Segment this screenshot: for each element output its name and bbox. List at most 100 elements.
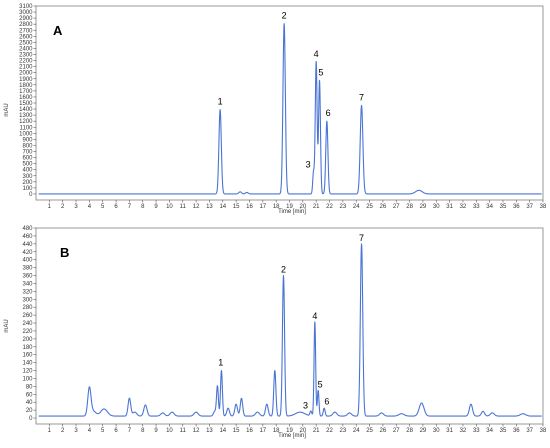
panel-b-panel-letter: B — [60, 245, 69, 260]
panel-b-x-tick-label: 24 — [353, 428, 360, 434]
panel-a-y-tick-label: 2900 — [19, 16, 33, 22]
panel-b-y-tick-label: 60 — [26, 392, 33, 398]
panel-a-y-tick-label: 2800 — [19, 22, 33, 28]
panel-b-x-tick-label: 26 — [380, 428, 387, 434]
panel-a-x-tick-label: 16 — [246, 204, 253, 210]
panel-b-x-tick-label: 5 — [101, 428, 105, 434]
panel-b-chromatogram-trace — [38, 243, 543, 417]
panel-a-y-tick-label: 1100 — [20, 125, 34, 131]
panel-a-x-tick-label: 5 — [101, 204, 105, 210]
panel-a-x-tick-label: 20 — [299, 204, 306, 210]
panel-b-x-tick-label: 31 — [446, 428, 453, 434]
panel-a-x-tick-label: 12 — [193, 204, 200, 210]
panel-a-x-tick-label: 26 — [380, 204, 387, 210]
panel-b-x-tick-label: 29 — [420, 428, 427, 434]
panel-a-x-tick-label: 8 — [141, 204, 145, 210]
panel-a-y-tick-label: 800 — [22, 143, 33, 149]
panel-a-y-tick-label: 1500 — [19, 101, 33, 107]
panel-a-peak-label: 2 — [282, 11, 287, 21]
panel-a-y-axis-title: mAU — [4, 103, 10, 116]
panel-b-y-tick-label: 480 — [22, 226, 33, 232]
panel-b-x-axis-title: Time [min] — [278, 433, 306, 439]
panel-a-y-tick-label: 2100 — [19, 65, 33, 71]
panel-a-y-tick-label: 300 — [22, 174, 33, 180]
panel-b-x-tick-label: 8 — [141, 428, 145, 434]
panel-a-y-tick-label: 2300 — [19, 53, 33, 59]
panel-b-x-tick-label: 3 — [74, 428, 78, 434]
panel-b-x-tick-label: 14 — [219, 428, 226, 434]
panel-b-y-tick-label: 340 — [22, 281, 33, 287]
panel-a-y-tick-label: 1300 — [19, 113, 33, 119]
panel-b-y-tick-label: 440 — [22, 242, 33, 248]
panel-b-y-tick-label: 120 — [22, 369, 33, 375]
panel-b-x-tick-label: 21 — [313, 428, 320, 434]
panel-a-x-tick-label: 19 — [286, 204, 293, 210]
panel-a-x-tick-label: 18 — [273, 204, 280, 210]
panel-b-x-tick-label: 32 — [460, 428, 467, 434]
panel-b-x-tick-label: 17 — [259, 428, 266, 434]
panel-b-peak-label: 5 — [318, 379, 323, 389]
panel-b-y-tick-label: 420 — [22, 250, 33, 256]
panel-a-y-tick-label: 3000 — [19, 10, 33, 16]
panel-b-x-tick-label: 33 — [473, 428, 480, 434]
panel-a-x-tick-label: 17 — [259, 204, 266, 210]
panel-a-x-axis-title: Time [min] — [278, 209, 306, 215]
panel-b-y-tick-label: 380 — [22, 266, 33, 272]
panel-a-x-tick-label: 31 — [446, 204, 453, 210]
panel-a-x-tick-label: 10 — [166, 204, 173, 210]
panel-b-x-tick-label: 35 — [500, 428, 507, 434]
panel-a-x-tick-label: 30 — [433, 204, 440, 210]
panel-b-y-tick-label: 80 — [26, 384, 33, 390]
panel-a-peak-label: 3 — [306, 160, 311, 170]
panel-b-x-tick-label: 1 — [48, 428, 52, 434]
panel-b-x-tick-label: 2 — [61, 428, 65, 434]
panel-b-x-tick-label: 25 — [366, 428, 373, 434]
panel-a-x-tick-label: 37 — [526, 204, 533, 210]
panel-b-y-tick-label: 220 — [22, 329, 33, 335]
panel-a-panel-letter: A — [53, 23, 63, 38]
panel-a-x-tick-label: 32 — [460, 204, 467, 210]
panel-a-x-tick-label: 36 — [513, 204, 520, 210]
panel-a-x-tick-label: 6 — [114, 204, 118, 210]
panel-b-x-tick-label: 38 — [540, 428, 547, 434]
panel-a-x-tick-label: 7 — [128, 204, 132, 210]
panel-b-x-tick-label: 36 — [513, 428, 520, 434]
panel-a-y-tick-label: 1200 — [19, 119, 33, 125]
panel-b-y-tick-label: 320 — [22, 289, 33, 295]
panel-b-y-tick-label: 100 — [22, 376, 33, 382]
panel-b-x-tick-label: 11 — [180, 428, 187, 434]
panel-b-y-tick-label: 0 — [29, 416, 33, 422]
panel-b-x-tick-label: 37 — [526, 428, 533, 434]
panel-b-y-tick-label: 460 — [22, 234, 33, 240]
panel-a-y-tick-label: 200 — [22, 180, 33, 186]
panel-b-peak-label: 4 — [312, 311, 317, 321]
panel-a-y-tick-label: 2700 — [19, 28, 33, 34]
panel-b-y-tick-label: 20 — [26, 408, 33, 414]
panel-a-y-tick-label: 1800 — [19, 83, 33, 89]
panel-a-y-tick-label: 1000 — [19, 131, 33, 137]
panel-a-x-tick-label: 28 — [406, 204, 413, 210]
panel-a-y-tick-label: 700 — [22, 150, 33, 156]
panel-b-plot-frame — [35, 227, 544, 425]
panel-a-y-tick-label: 900 — [22, 137, 33, 143]
panel-b-y-tick-label: 360 — [22, 274, 33, 280]
panel-a-x-tick-label: 11 — [180, 204, 187, 210]
panel-a-x-tick-label: 2 — [61, 204, 65, 210]
panel-b-peak-label: 3 — [303, 400, 308, 410]
panel-a-y-tick-label: 2600 — [19, 34, 33, 40]
panel-a-x-tick-label: 13 — [206, 204, 213, 210]
panel-b-x-tick-label: 20 — [299, 428, 306, 434]
panel-b-peak-label: 6 — [324, 396, 329, 406]
panel-a-y-tick-label: 1900 — [19, 77, 33, 83]
panel-b-y-axis-title: mAU — [4, 319, 10, 332]
panel-a-y-tick-label: 2500 — [19, 40, 33, 46]
panel-b-x-tick-label: 19 — [286, 428, 293, 434]
panel-a-x-tick-label: 27 — [393, 204, 400, 210]
panel-b-x-tick-label: 16 — [246, 428, 253, 434]
panel-a-x-tick-label: 35 — [500, 204, 507, 210]
panel-a-y-tick-label: 3100 — [19, 4, 33, 10]
panel-b-x-tick-label: 23 — [340, 428, 347, 434]
panel-b-peak-label: 7 — [359, 233, 364, 243]
